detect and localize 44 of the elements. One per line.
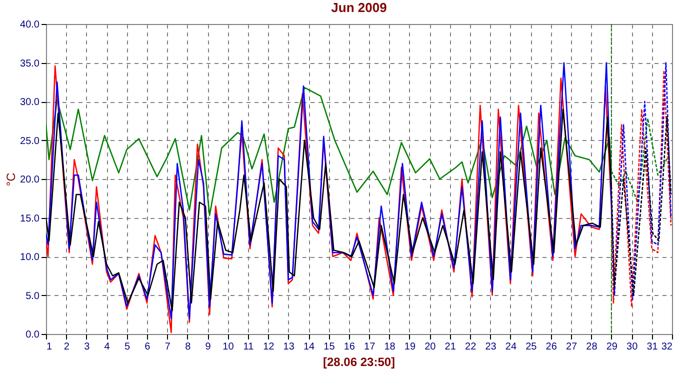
x-tick-label: 17 (364, 342, 376, 352)
y-tick-label: 40.0 (20, 20, 40, 30)
y-tick-label: 30.0 (20, 97, 40, 108)
x-tick-label: 2 (64, 342, 70, 352)
x-tick-label: 10 (222, 342, 234, 352)
x-tick-label: 30 (626, 342, 638, 352)
x-tick-label: 6 (144, 342, 151, 352)
x-tick-label: 16 (344, 342, 356, 352)
y-tick-label: 35.0 (20, 58, 40, 70)
x-tick-label: 25 (526, 342, 538, 352)
x-tick-label: 9 (205, 342, 212, 352)
chart-title: Jun 2009 (331, 0, 387, 15)
x-tick-label: 21 (444, 342, 456, 352)
y-tick-label: 5.0 (26, 290, 40, 302)
x-tick-label: 32 (661, 342, 673, 352)
x-tick-label: 15 (324, 342, 336, 352)
x-tick-label: 27 (566, 342, 578, 352)
x-tick-label: 12 (263, 342, 275, 352)
x-tick-label: 29 (606, 342, 618, 352)
x-tick-label: 14 (303, 342, 316, 352)
y-tick-label: 10.0 (20, 252, 40, 263)
y-axis-title: °C (4, 172, 18, 186)
x-tick-label: 4 (104, 342, 110, 352)
x-tick-label: 5 (124, 342, 130, 352)
y-tick-label: 15.0 (20, 213, 40, 224)
x-tick-label: 24 (505, 342, 517, 352)
y-tick-label: 25.0 (20, 136, 40, 147)
x-tick-label: 18 (384, 342, 396, 352)
x-tick-label: 19 (404, 342, 416, 352)
y-tick-label: 0.0 (26, 330, 40, 340)
x-tick-label: 23 (485, 342, 497, 352)
x-tick-label: 11 (243, 342, 254, 352)
x-tick-label: 22 (465, 342, 477, 352)
x-tick-label: 1 (46, 342, 52, 352)
y-tick-label: 20.0 (20, 174, 40, 186)
x-tick-label: 7 (164, 342, 171, 352)
text: [28.06 23:50] (322, 355, 396, 369)
x-tick-label: 28 (586, 342, 598, 352)
x-tick-label: 13 (283, 342, 295, 352)
x-tick-label: 31 (646, 342, 658, 352)
x-tick-label: 8 (185, 342, 192, 352)
x-tick-label: 26 (546, 342, 558, 352)
x-tick-label: 20 (424, 342, 436, 352)
x-tick-label: 3 (84, 342, 90, 352)
